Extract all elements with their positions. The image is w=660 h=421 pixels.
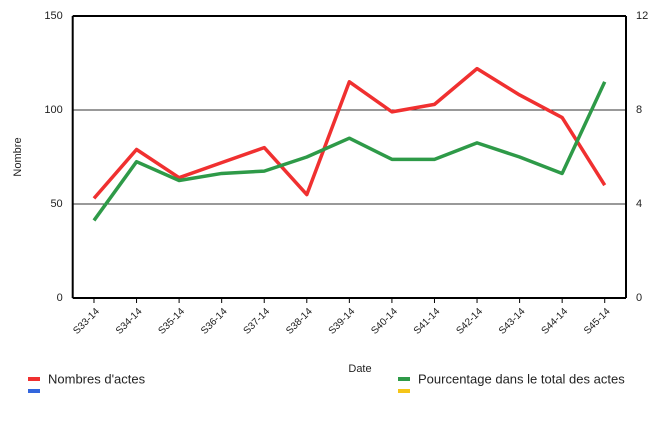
x-tick-label: S36-14: [199, 306, 230, 337]
x-tick-label: S42-14: [454, 306, 485, 337]
x-tick-label: S39-14: [327, 306, 358, 337]
y-tick-label: 150: [44, 10, 62, 22]
line-series: [92, 81, 607, 222]
legend-swatch: [398, 389, 410, 393]
legend-swatch: [28, 377, 40, 381]
y-tick-label: 0: [57, 292, 63, 304]
x-tick-label: S34-14: [114, 306, 145, 337]
line-series: [92, 66, 607, 200]
y2-tick-label: 12: [636, 10, 648, 22]
x-tick-label: S38-14: [284, 306, 315, 337]
x-tick-label: S43-14: [497, 306, 528, 337]
legend-swatch: [398, 377, 410, 381]
x-tick-label: S44-14: [540, 306, 571, 337]
legend-label: Pourcentage dans le total des actes: [418, 371, 625, 386]
y-tick-label: 100: [44, 104, 62, 116]
x-tick-label: S41-14: [412, 306, 443, 337]
x-tick-label: S35-14: [157, 306, 188, 337]
y2-tick-label: 8: [636, 104, 642, 116]
x-tick-label: S40-14: [369, 306, 400, 337]
y2-tick-label: 0: [636, 292, 642, 304]
x-axis-label: Date: [348, 363, 371, 375]
x-tick-label: S37-14: [242, 306, 273, 337]
x-tick-label: S33-14: [71, 306, 102, 337]
legend-label: Nombres d'actes: [48, 371, 146, 386]
y-tick-label: 50: [50, 198, 62, 210]
y-axis-label: Nombre: [12, 137, 24, 176]
legend-swatch: [28, 389, 40, 393]
y2-tick-label: 4: [636, 198, 642, 210]
x-tick-label: S45-14: [582, 306, 613, 337]
